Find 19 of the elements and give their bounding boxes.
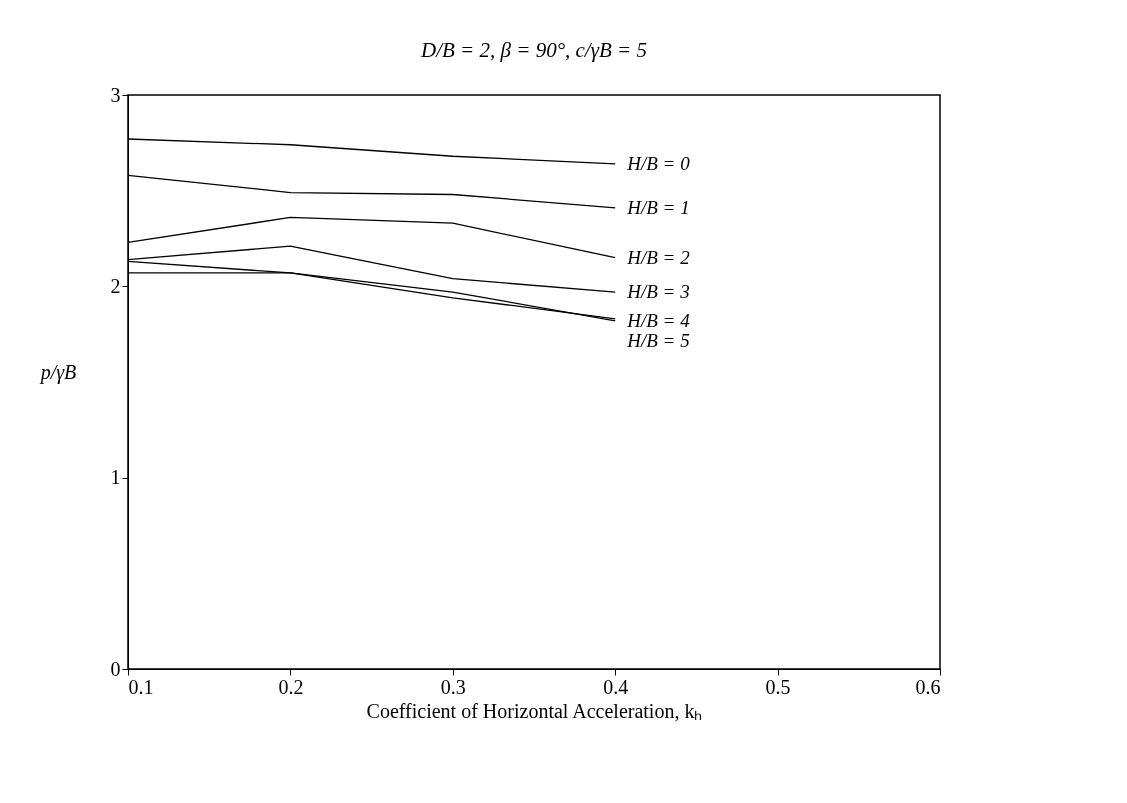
- y-tick-label: 0: [110, 657, 121, 680]
- series-label: H/B = 2: [626, 246, 691, 268]
- y-tick-label: 2: [110, 274, 121, 297]
- y-axis-title: p/γB: [38, 360, 77, 384]
- x-tick-label: 0.5: [765, 675, 791, 698]
- x-tick-label: 0.4: [603, 675, 629, 698]
- x-axis-title: Coefficient of Horizontal Acceleration, kₕ: [366, 699, 703, 722]
- series-label: H/B = 5: [626, 329, 690, 351]
- y-tick-label: 3: [110, 83, 121, 106]
- series-label: H/B = 3: [626, 281, 690, 303]
- x-tick-label: 0.2: [278, 675, 304, 698]
- y-tick-label: 1: [110, 466, 121, 489]
- x-tick-label: 0.6: [915, 675, 941, 698]
- series-label: H/B = 1: [626, 196, 690, 218]
- series-label: H/B = 4: [626, 309, 691, 331]
- x-tick-label: 0.1: [128, 675, 154, 698]
- x-tick-label: 0.3: [440, 675, 466, 698]
- series-label: H/B = 0: [626, 152, 691, 174]
- chart-title: D/B = 2, β = 90°, c/γB = 5: [420, 38, 647, 62]
